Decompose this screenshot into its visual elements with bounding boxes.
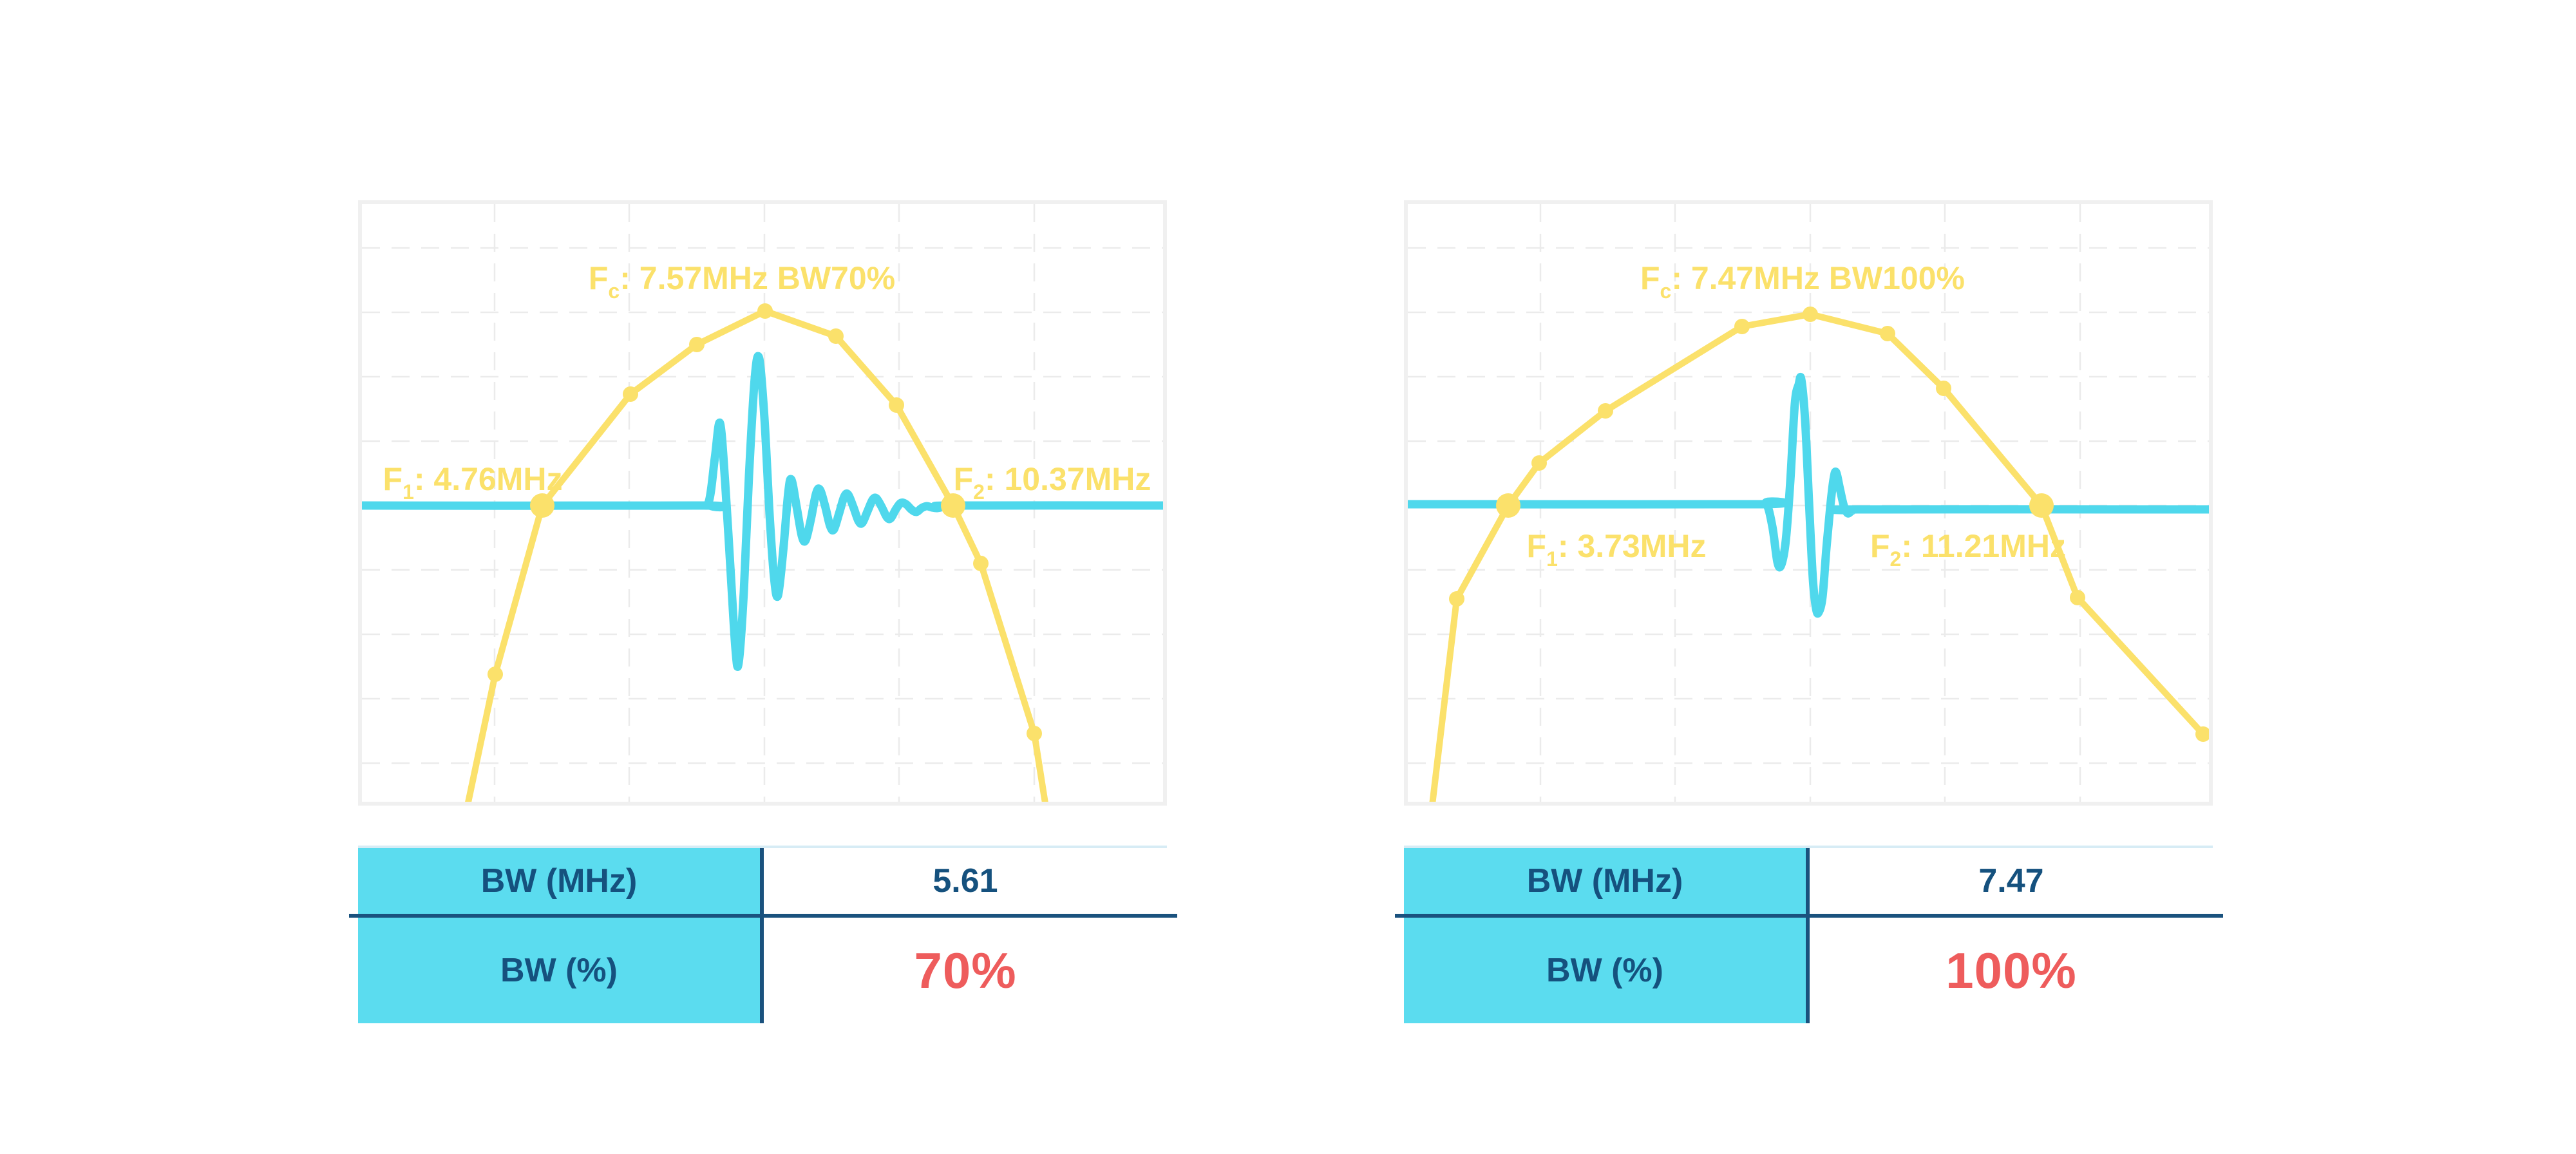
table-top-rule	[1404, 846, 2213, 848]
plot-series	[362, 303, 1163, 802]
chart-frame-right: Fc: 7.47MHz BW100% F1: 3.73MHz F2: 11.21…	[1404, 200, 2213, 806]
table-divider	[1395, 914, 2223, 918]
table-row: BW (MHz) 7.47	[1404, 848, 2213, 914]
chart-panel-right: Fc: 7.47MHz BW100% F1: 3.73MHz F2: 11.21…	[1395, 200, 2223, 1023]
bw-table-left: BW (MHz) 5.61 BW (%) 70%	[349, 846, 1177, 1023]
bw-mhz-value: 5.61	[764, 848, 1167, 914]
chart-frame-left: Fc: 7.57MHz BW70% F1: 4.76MHz F2: 10.37M…	[358, 200, 1167, 806]
spectrum-plot-right: Fc: 7.47MHz BW100% F1: 3.73MHz F2: 11.21…	[1408, 204, 2209, 802]
table-header-bw-mhz: BW (MHz)	[358, 848, 764, 914]
table-header-bw-mhz: BW (MHz)	[1404, 848, 1810, 914]
table-row: BW (%) 100%	[1404, 918, 2213, 1023]
bw-percent-value: 100%	[1810, 918, 2213, 1023]
f2-annotation: F2: 10.37MHz	[954, 461, 1151, 504]
f2-annotation: F2: 11.21MHz	[1870, 528, 2066, 571]
bw-mhz-value: 7.47	[1810, 848, 2213, 914]
table-row: BW (%) 70%	[358, 918, 1167, 1023]
spectrum-plot-left: Fc: 7.57MHz BW70% F1: 4.76MHz F2: 10.37M…	[362, 204, 1163, 802]
fc-annotation: Fc: 7.57MHz BW70%	[589, 260, 895, 303]
table-row: BW (MHz) 5.61	[358, 848, 1167, 914]
plot-series	[1408, 307, 2209, 802]
chart-panel-left: Fc: 7.57MHz BW70% F1: 4.76MHz F2: 10.37M…	[349, 200, 1177, 1023]
grid-lines	[1408, 204, 2209, 802]
table-divider	[349, 914, 1177, 918]
f1-annotation: F1: 4.76MHz	[383, 461, 563, 504]
table-header-bw-percent: BW (%)	[358, 918, 764, 1023]
bw-percent-value: 70%	[764, 918, 1167, 1023]
f1-annotation: F1: 3.73MHz	[1527, 528, 1707, 571]
fc-annotation: Fc: 7.47MHz BW100%	[1640, 260, 1965, 303]
table-top-rule	[358, 846, 1167, 848]
bw-table-right: BW (MHz) 7.47 BW (%) 100%	[1395, 846, 2223, 1023]
table-header-bw-percent: BW (%)	[1404, 918, 1810, 1023]
